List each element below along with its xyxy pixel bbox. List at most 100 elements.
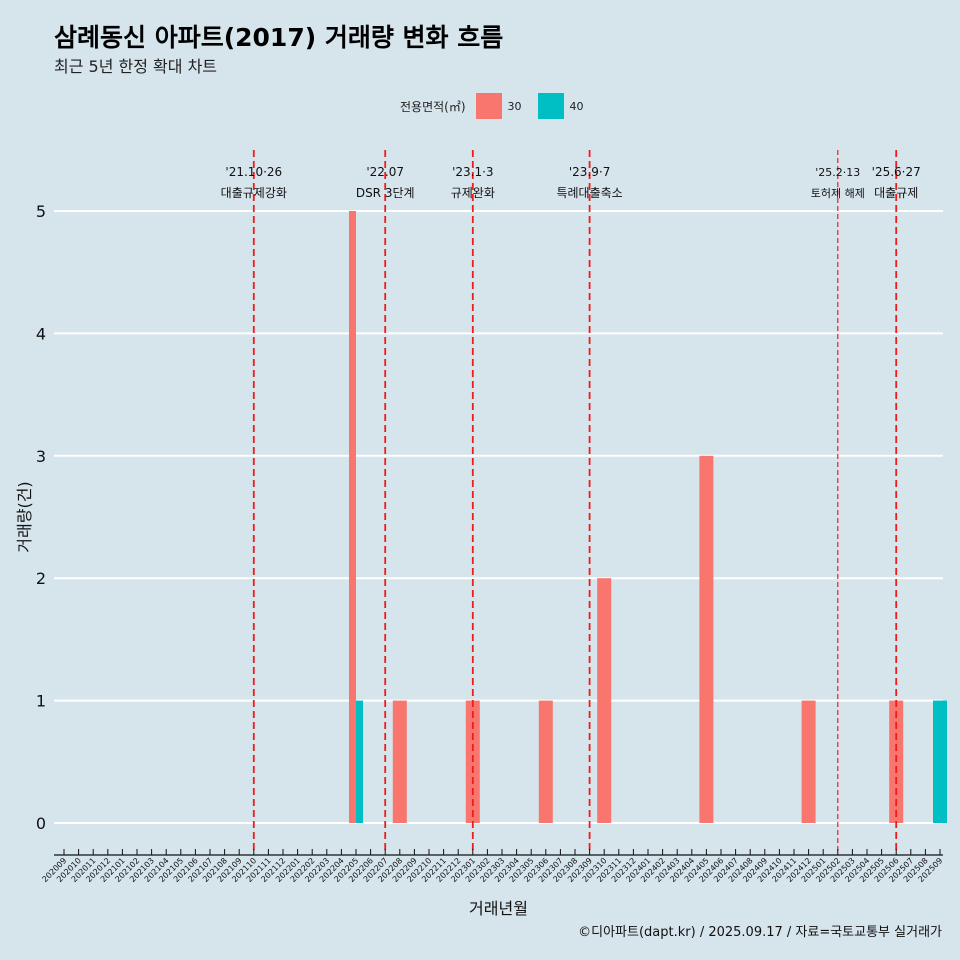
x-tick-label: 202508 [902,856,930,884]
event-label-202506: 대출규제 [874,186,918,200]
legend-swatch-40 [537,93,564,119]
x-tick-label: 202308 [551,856,579,884]
x-tick-label: 202501 [800,856,828,884]
x-tick-label: 202403 [654,856,682,884]
x-tick-label: 202206 [347,856,375,884]
event-date-202309: '23.9·7 [569,165,610,179]
x-tick-label: 202409 [741,856,769,884]
chart-subtitle: 최근 5년 한정 확대 차트 [54,57,218,76]
x-tick-label: 202204 [318,856,346,884]
x-tick-label: 202505 [858,856,886,884]
x-tick-label: 202407 [712,856,740,884]
x-tick-label: 202302 [464,856,492,884]
x-tick-label: 202112 [259,856,287,884]
legend: 전용면적(㎡) 30 40 [400,93,594,119]
x-tick-label: 202503 [829,856,857,884]
legend-title: 전용면적(㎡) [400,99,466,114]
bar-30-202301 [465,700,480,823]
bar-30-202506 [889,700,904,823]
x-tick-label: 202009 [40,856,68,884]
event-date-202301: '23.1·3 [452,165,493,179]
y-tick-label: 0 [36,814,46,833]
x-tick-label: 202401 [624,856,652,884]
x-tick-label: 202502 [814,856,842,884]
y-tick-label: 4 [36,324,46,343]
bar-30-202205 [349,211,356,823]
x-tick-label: 202010 [55,856,83,884]
event-date-202502: '25.2·13 [815,166,860,179]
x-tick-label: 202208 [376,856,404,884]
x-tick-label: 202102 [113,856,141,884]
event-date-202506: '25.6·27 [872,165,921,179]
x-axis-title: 거래년월 [469,899,528,918]
x-tick-label: 202410 [756,856,784,884]
bar-40-202509 [933,700,947,823]
x-tick-label: 202411 [770,856,798,884]
x-tick-label: 202405 [683,856,711,884]
y-tick-label: 1 [36,692,46,711]
x-tick-label: 202205 [332,856,360,884]
x-tick-label: 202412 [785,856,813,884]
bar-30-202306 [538,700,553,823]
x-tick-label: 202106 [172,856,200,884]
event-label-202309: 특례대출축소 [556,186,622,200]
x-tick-label: 202108 [201,856,229,884]
y-tick-label: 2 [36,569,46,588]
x-tick-label: 202304 [493,856,521,884]
x-tick-label: 202212 [435,856,463,884]
x-tick-label: 202011 [70,856,98,884]
event-date-202207: '22.07 [366,165,404,179]
y-tick-label: 5 [36,202,46,221]
chart-title: 삼례동신 아파트(2017) 거래량 변화 흐름 [54,23,504,52]
x-tick-label: 202105 [157,856,185,884]
x-tick-label: 202303 [478,856,506,884]
x-tick-label: 202506 [873,856,901,884]
bar-30-202405 [699,455,714,823]
x-tick-label: 202311 [595,856,623,884]
bar-40-202205 [356,700,363,823]
x-tick-label: 202310 [581,856,609,884]
bar-30-202310 [597,578,612,823]
legend-label-30: 30 [507,99,522,113]
x-tick-label: 202101 [99,856,127,884]
legend-swatch-30 [475,93,502,119]
x-tick-label: 202306 [522,856,550,884]
x-tick-label: 202509 [916,856,944,884]
x-tick-label: 202110 [230,856,258,884]
x-tick-label: 202210 [405,856,433,884]
x-tick-label: 202107 [186,856,214,884]
x-tick-label: 202207 [362,856,390,884]
x-tick-label: 202103 [128,856,156,884]
x-tick-label: 202504 [843,856,871,884]
source-caption: ©디아파트(dapt.kr) / 2025.09.17 / 자료=국토교통부 실… [578,925,942,940]
y-tick-label: 3 [36,447,46,466]
x-tick-label: 202406 [697,856,725,884]
x-tick-label: 202109 [216,856,244,884]
x-tick-label: 202203 [303,856,331,884]
event-label-202301: 규제완화 [451,186,495,200]
event-label-202502: 토허제 해제 [811,186,865,200]
x-tick-label: 202305 [508,856,536,884]
x-tick-label: 202402 [639,856,667,884]
x-tick-label: 202201 [274,856,302,884]
x-tick-label: 202408 [727,856,755,884]
event-label-202207: DSR 3단계 [356,186,415,200]
x-tick-label: 202202 [289,856,317,884]
bar-30-202412 [801,700,816,823]
event-date-202110: '21.10·26 [225,165,282,179]
x-tick-label: 202211 [420,856,448,884]
y-axis-title: 거래량(건) [15,481,34,552]
x-tick-label: 202309 [566,856,594,884]
legend-label-40: 40 [569,99,584,113]
x-tick-label: 202209 [391,856,419,884]
x-tick-label: 202507 [887,856,915,884]
event-label-202110: 대출규제강화 [221,186,287,200]
x-tick-label: 202404 [668,856,696,884]
x-tick-label: 202111 [245,856,273,884]
x-tick-label: 202012 [84,856,112,884]
bar-30-202208 [392,700,407,823]
x-tick-label: 202301 [449,856,477,884]
x-tick-label: 202312 [610,856,638,884]
x-tick-label: 202104 [143,856,171,884]
